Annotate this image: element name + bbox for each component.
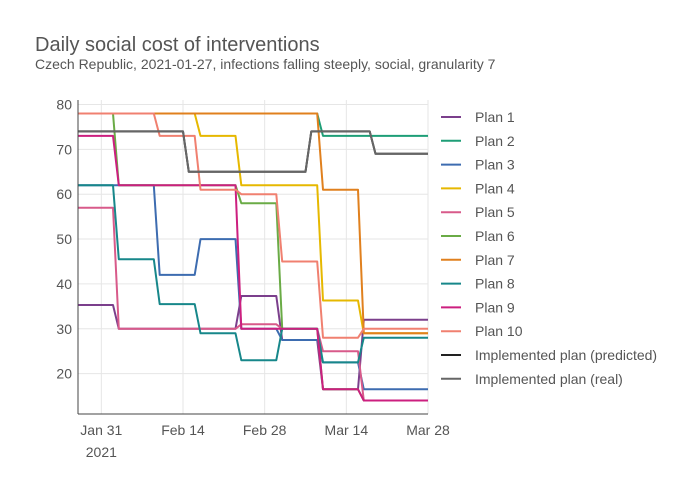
x-tick-label: Feb 14	[161, 422, 205, 438]
legend-label-implemented-plan-predicted: Implemented plan (predicted)	[475, 347, 657, 363]
series-line-plan-6	[78, 112, 428, 402]
x-tick-label: Feb 28	[243, 422, 287, 438]
legend-label-implemented-plan-real: Implemented plan (real)	[475, 371, 623, 387]
x-tick-label: Mar 28	[406, 422, 450, 438]
series-line-plan-2	[78, 112, 428, 137]
legend-label-plan-9: Plan 9	[475, 299, 515, 315]
y-tick-label: 30	[56, 321, 72, 337]
series-line-implemented-plan-real	[78, 130, 428, 173]
legend-label-plan-1: Plan 1	[475, 109, 515, 125]
legend-label-plan-7: Plan 7	[475, 252, 515, 268]
series-line-plan-8	[78, 184, 428, 364]
y-tick-label: 80	[56, 96, 72, 112]
x-tick-year-label: 2021	[86, 444, 117, 460]
series-line-plan-10	[78, 112, 428, 339]
legend-label-plan-8: Plan 8	[475, 276, 515, 292]
series-line-plan-7	[78, 112, 428, 335]
legend-label-plan-6: Plan 6	[475, 228, 515, 244]
legend: Plan 1 Plan 2 Plan 3 Plan 4 Plan 5 Plan 6 Plan…	[441, 109, 657, 387]
series-line-plan-1	[78, 295, 428, 391]
chart-subtitle: Czech Republic, 2021-01-27, infections f…	[35, 56, 496, 72]
axes: 20 30 40 50 60 70 80 Jan 31 2021 Feb 14 Feb 28 Mar …	[56, 96, 450, 460]
series-line-plan-4	[78, 112, 428, 335]
x-tick-label: Mar 14	[325, 422, 369, 438]
series-line-plan-3	[78, 184, 428, 391]
grid	[78, 100, 429, 414]
legend-label-plan-2: Plan 2	[475, 133, 515, 149]
series-lines	[78, 112, 428, 402]
legend-label-plan-10: Plan 10	[475, 323, 523, 339]
series-line-plan-5	[78, 206, 428, 402]
y-tick-label: 40	[56, 276, 72, 292]
legend-label-plan-3: Plan 3	[475, 157, 515, 173]
x-tick-label: Jan 31	[80, 422, 122, 438]
series-line-plan-9	[78, 134, 428, 402]
legend-label-plan-5: Plan 5	[475, 204, 515, 220]
legend-label-plan-4: Plan 4	[475, 180, 515, 196]
y-tick-label: 70	[56, 141, 72, 157]
y-tick-label: 20	[56, 366, 72, 382]
y-tick-label: 60	[56, 186, 72, 202]
chart-title: Daily social cost of interventions	[35, 34, 320, 56]
y-tick-label: 50	[56, 231, 72, 247]
